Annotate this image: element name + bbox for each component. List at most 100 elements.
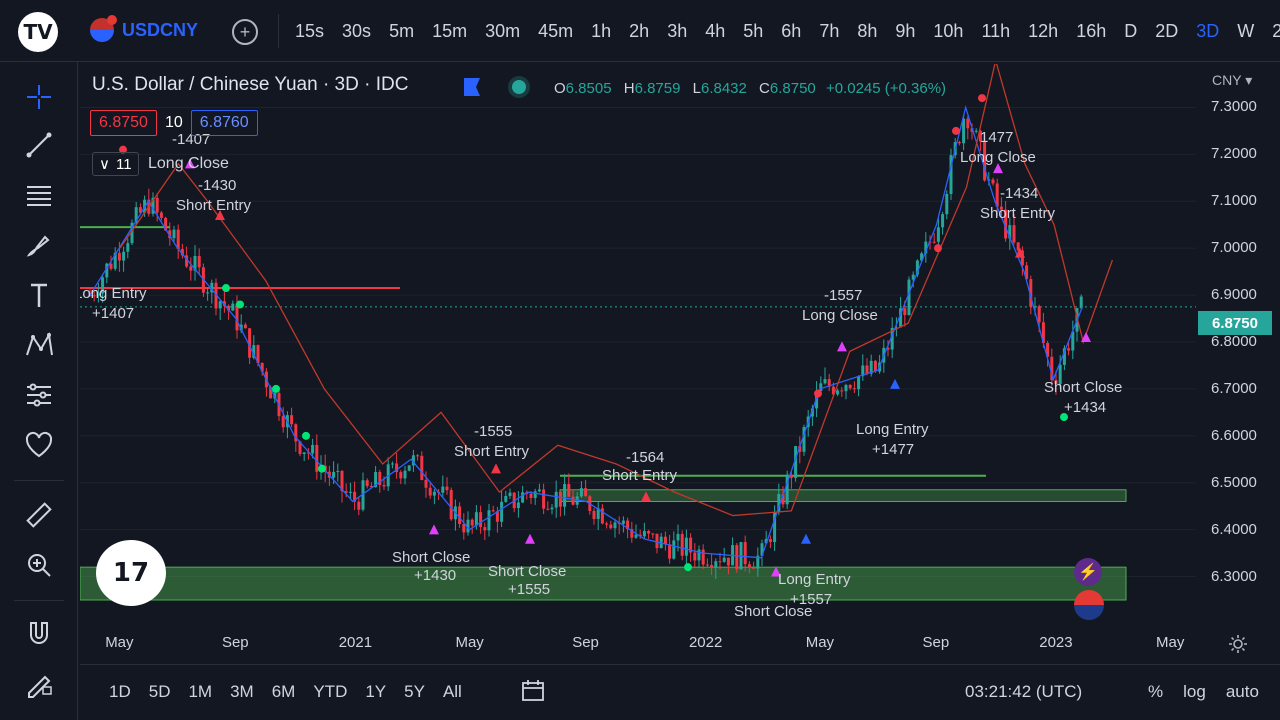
candle-body	[596, 508, 600, 519]
scale-option-percent[interactable]: %	[1148, 682, 1164, 701]
goto-date-icon[interactable]	[520, 678, 546, 704]
prediction-icon[interactable]	[18, 376, 60, 414]
candle-body	[630, 529, 634, 538]
brush-icon[interactable]	[18, 226, 60, 264]
scale-option-auto[interactable]: auto	[1225, 682, 1259, 701]
compare-add-icon[interactable]: +	[232, 19, 258, 45]
interval-2h[interactable]: 2h	[629, 21, 650, 41]
alert-icon[interactable]: ⚡	[1074, 558, 1102, 586]
candle-body	[159, 212, 163, 218]
candle-body	[243, 324, 247, 329]
price-tick: 6.3000	[1211, 567, 1257, 585]
candle-body	[785, 474, 789, 505]
fib-retracement-icon[interactable]	[18, 176, 60, 214]
candle-body	[567, 484, 571, 497]
crosshair-icon[interactable]	[18, 78, 60, 116]
scale-option-log[interactable]: log	[1183, 682, 1206, 701]
candle-body	[1033, 306, 1037, 308]
utc-clock[interactable]: 03:21:42 (UTC)	[965, 682, 1083, 701]
candle-body	[378, 471, 382, 486]
interval-9h[interactable]: 9h	[895, 21, 916, 41]
candle-body	[508, 492, 512, 497]
range-1y[interactable]: 1Y	[365, 682, 387, 701]
candle-body	[915, 260, 919, 275]
candle-body	[714, 561, 718, 568]
candle-body	[1025, 265, 1029, 280]
candle-body	[563, 484, 567, 507]
buy-button[interactable]: 6.8760	[190, 110, 258, 136]
interval-12h[interactable]: 12h	[1028, 21, 1059, 41]
us-flag-icon[interactable]	[1074, 590, 1104, 620]
ruler-icon[interactable]	[18, 496, 60, 534]
range-5y[interactable]: 5Y	[404, 682, 425, 701]
interval-6h[interactable]: 6h	[781, 21, 802, 41]
interval-30s[interactable]: 30s	[342, 21, 372, 41]
candle-body	[840, 390, 844, 392]
interval-5h[interactable]: 5h	[743, 21, 764, 41]
divider	[14, 600, 64, 601]
trade-annotation: -1564	[626, 449, 664, 466]
candle-body	[353, 491, 357, 502]
candle-body	[382, 485, 386, 487]
interval-45m[interactable]: 45m	[538, 21, 574, 41]
text-tool-icon[interactable]	[18, 276, 60, 314]
range-1d[interactable]: 1D	[109, 682, 131, 701]
interval-16h[interactable]: 16h	[1076, 21, 1107, 41]
indicators-toggle[interactable]: ∨ 11	[92, 152, 139, 176]
indicator-label: Long Close	[148, 155, 229, 172]
candle-body	[176, 229, 180, 250]
candle-body	[924, 241, 928, 254]
flag-icon[interactable]	[464, 78, 480, 96]
sell-button[interactable]: 6.8750	[90, 110, 157, 136]
interval-5m[interactable]: 5m	[389, 21, 415, 41]
candle-body	[743, 542, 747, 565]
candle-body	[781, 494, 785, 505]
pattern-icon[interactable]	[18, 326, 60, 364]
candle-body	[932, 241, 936, 243]
trade-annotation: Short Close	[392, 549, 470, 566]
tradingview-logo[interactable]: TV	[18, 12, 58, 52]
range-5d[interactable]: 5D	[148, 682, 171, 701]
zoom-icon[interactable]	[18, 546, 60, 584]
magnet-icon[interactable]	[18, 614, 60, 652]
candle-body	[869, 360, 873, 374]
interval-3D[interactable]: 3D	[1196, 21, 1220, 41]
interval-15s[interactable]: 15s	[295, 21, 325, 41]
interval-D[interactable]: D	[1124, 21, 1138, 41]
interval-2D[interactable]: 2D	[1155, 21, 1179, 41]
candle-body	[92, 295, 96, 297]
symbol-ticker[interactable]: USDCNY	[122, 19, 199, 40]
signal-arrow	[1015, 247, 1025, 258]
candle-body	[1008, 225, 1012, 239]
interval-15m[interactable]: 15m	[432, 21, 468, 41]
range-6m[interactable]: 6M	[271, 682, 296, 701]
lock-drawing-icon[interactable]	[18, 664, 60, 702]
candle-body	[899, 308, 903, 328]
interval-8h[interactable]: 8h	[857, 21, 878, 41]
time-tick: May	[805, 634, 835, 651]
interval-4h[interactable]: 4h	[705, 21, 726, 41]
interval-30m[interactable]: 30m	[485, 21, 521, 41]
spread-value: 10	[164, 114, 183, 131]
range-3m[interactable]: 3M	[230, 682, 254, 701]
candle-body	[1037, 306, 1041, 323]
candle-body	[676, 533, 680, 541]
interval-7h[interactable]: 7h	[819, 21, 840, 41]
range-all[interactable]: All	[442, 682, 462, 701]
heart-icon[interactable]	[18, 426, 60, 464]
symbol-search[interactable]: USDCNY	[90, 15, 199, 42]
trade-annotation: +1477	[872, 441, 914, 458]
interval-11h[interactable]: 11h	[981, 21, 1011, 41]
settings-gear-icon[interactable]	[1228, 634, 1248, 654]
range-1m[interactable]: 1M	[188, 682, 213, 701]
interval-1h[interactable]: 1h	[591, 21, 612, 41]
interval-3h[interactable]: 3h	[667, 21, 688, 41]
range-ytd[interactable]: YTD	[313, 682, 348, 701]
interval-W[interactable]: W	[1237, 21, 1255, 41]
interval-2W[interactable]: 2W	[1272, 21, 1280, 41]
currency-selector[interactable]: CNY ▾	[1212, 72, 1253, 88]
candle-body	[155, 197, 159, 213]
interval-10h[interactable]: 10h	[933, 21, 964, 41]
trend-line-icon[interactable]	[18, 126, 60, 164]
